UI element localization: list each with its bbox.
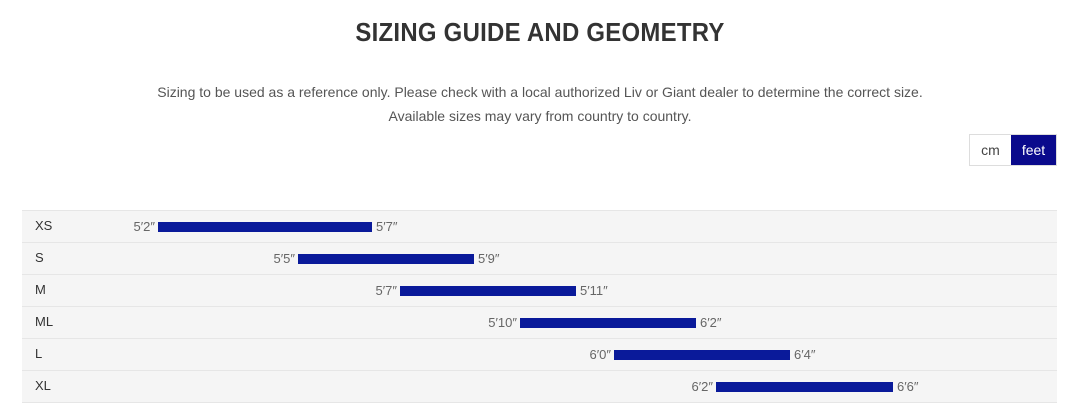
max-height-label: 6′2″	[700, 315, 722, 330]
min-height-label: 5′5″	[273, 251, 296, 266]
size-row: XS 5′2″ 5′7″	[22, 210, 1057, 242]
height-range-bar	[400, 286, 576, 296]
min-height-label: 5′7″	[375, 283, 398, 298]
size-label: XL	[35, 378, 51, 393]
height-range-bar	[614, 350, 790, 360]
size-range-table: XS 5′2″ 5′7″ S 5′5″ 5′9″ M 5′7″ 5′11″ ML 5′…	[22, 210, 1057, 403]
max-height-label: 6′6″	[897, 379, 919, 394]
size-label: ML	[35, 314, 54, 329]
max-height-label: 6′4″	[794, 347, 816, 362]
size-row: M 5′7″ 5′11″	[22, 274, 1057, 306]
height-range-bar	[298, 254, 474, 264]
max-height-label: 5′7″	[376, 219, 398, 234]
sizing-note: Sizing to be used as a reference only. P…	[0, 80, 1080, 128]
min-height-label: 5′10″	[488, 315, 517, 330]
height-range-bar	[158, 222, 372, 232]
unit-feet-button[interactable]: feet	[1011, 135, 1056, 165]
max-height-label: 5′9″	[478, 251, 500, 266]
size-label: XS	[35, 218, 53, 233]
height-range-bar	[716, 382, 893, 392]
size-label: M	[35, 282, 46, 297]
page-title: SIZING GUIDE AND GEOMETRY	[355, 17, 725, 47]
min-height-label: 6′0″	[589, 347, 612, 362]
size-row: S 5′5″ 5′9″	[22, 242, 1057, 274]
sizing-note-line2: Available sizes may vary from country to…	[388, 108, 692, 124]
size-row: ML 5′10″ 6′2″	[22, 306, 1057, 338]
min-height-label: 6′2″	[691, 379, 714, 394]
unit-toggle: cm feet	[969, 134, 1057, 166]
size-label: L	[35, 346, 43, 361]
size-row: L 6′0″ 6′4″	[22, 338, 1057, 370]
sizing-note-line1: Sizing to be used as a reference only. P…	[157, 84, 923, 100]
min-height-label: 5′2″	[133, 219, 156, 234]
size-label: S	[35, 250, 44, 265]
unit-cm-button[interactable]: cm	[970, 135, 1011, 165]
height-range-bar	[520, 318, 696, 328]
size-row: XL 6′2″ 6′6″	[22, 370, 1057, 403]
max-height-label: 5′11″	[580, 283, 608, 298]
